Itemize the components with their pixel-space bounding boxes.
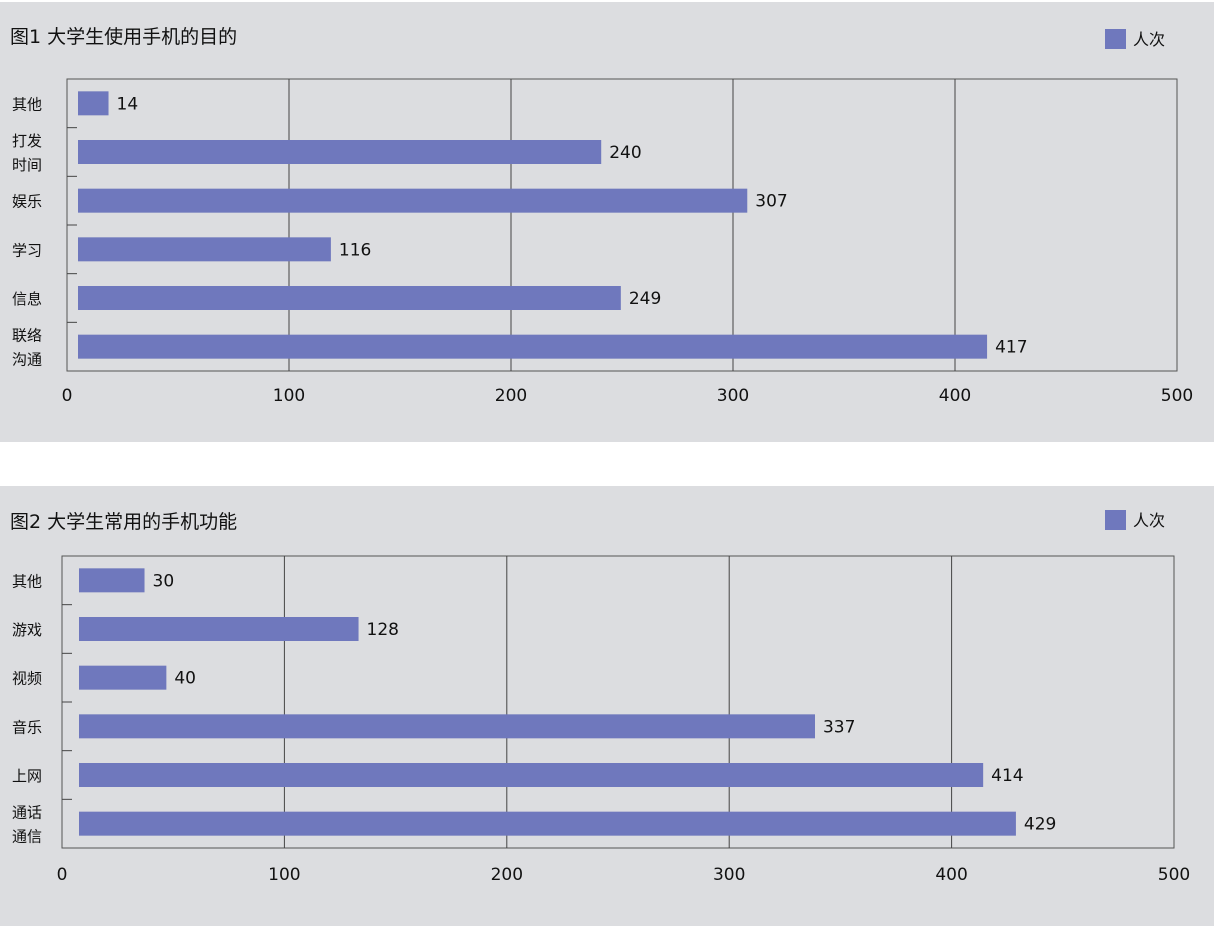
y-category-label-line: 上网: [12, 767, 42, 785]
x-tick-label: 200: [495, 386, 527, 406]
legend-label: 人次: [1133, 30, 1165, 49]
y-category-label-line: 联络: [12, 327, 42, 345]
y-category-label: 上网: [12, 767, 42, 785]
y-category-label-line: 信息: [12, 290, 42, 308]
bar: [79, 617, 359, 641]
y-category-label: 音乐: [12, 718, 42, 736]
x-tick-label: 500: [1158, 865, 1190, 885]
bar: [78, 188, 748, 213]
data-label: 414: [991, 766, 1023, 786]
bar: [79, 714, 815, 739]
data-label: 40: [174, 669, 196, 689]
chart-2: 图2 大学生常用的手机功能 人次 0 100 200 300 400 500 其他 30 游戏 128…: [0, 486, 1214, 926]
data-label: 429: [1024, 815, 1056, 835]
data-label: 307: [755, 192, 787, 212]
x-tick-label: 100: [268, 865, 300, 885]
legend-label: 人次: [1133, 511, 1165, 530]
y-category-label: 视频: [12, 670, 42, 688]
y-category-label-line: 其他: [12, 95, 42, 113]
data-label: 14: [117, 94, 139, 114]
y-category-label-line: 通信: [12, 828, 42, 846]
bar: [78, 237, 331, 262]
data-label: 249: [629, 289, 661, 309]
data-label: 30: [153, 571, 175, 591]
x-tick-label: 300: [717, 386, 749, 406]
chart-background: [0, 2, 1214, 442]
y-category-label-line: 娱乐: [12, 193, 42, 211]
chart-title: 图2 大学生常用的手机功能: [10, 511, 237, 533]
y-category-label: 通话通信: [12, 804, 42, 846]
y-category-label-line: 打发: [12, 132, 42, 150]
y-category-label-line: 通话: [12, 804, 42, 822]
legend-swatch: [1105, 510, 1126, 530]
bar: [79, 763, 984, 787]
bar: [78, 140, 602, 164]
y-category-label-line: 沟通: [12, 351, 42, 369]
chart-1: 图1 大学生使用手机的目的 人次 0 100 200 300 400 500 其他 14 打发时间 2…: [0, 2, 1214, 442]
y-category-label: 学习: [12, 241, 42, 259]
bar: [78, 91, 109, 116]
bar: [79, 665, 167, 690]
data-label: 417: [995, 338, 1027, 358]
y-category-label-line: 时间: [12, 156, 42, 174]
y-category-label-line: 学习: [12, 241, 42, 259]
x-tick-label: 0: [57, 865, 68, 885]
y-category-label: 其他: [12, 95, 42, 113]
x-tick-label: 0: [62, 386, 73, 406]
y-category-label: 娱乐: [12, 193, 42, 211]
y-category-label-line: 音乐: [12, 718, 42, 736]
chart-background: [0, 486, 1214, 926]
y-category-label: 打发时间: [12, 132, 42, 174]
x-tick-label: 400: [939, 386, 971, 406]
y-category-label-line: 视频: [12, 670, 42, 688]
y-category-label-line: 其他: [12, 572, 42, 590]
bar: [78, 334, 988, 359]
data-label: 240: [609, 143, 641, 163]
x-tick-label: 400: [935, 865, 967, 885]
x-tick-label: 100: [273, 386, 305, 406]
x-tick-label: 200: [491, 865, 523, 885]
chart-title: 图1 大学生使用手机的目的: [10, 26, 237, 48]
y-category-label: 联络沟通: [12, 327, 42, 369]
bar: [79, 811, 1016, 836]
x-tick-label: 300: [713, 865, 745, 885]
y-category-label: 游戏: [12, 621, 42, 639]
y-category-label: 其他: [12, 572, 42, 590]
data-label: 116: [339, 240, 371, 260]
data-label: 128: [367, 620, 399, 640]
y-category-label-line: 游戏: [12, 621, 42, 639]
data-label: 337: [823, 717, 855, 737]
bar: [78, 286, 621, 310]
x-tick-label: 500: [1161, 386, 1193, 406]
bar: [79, 568, 145, 593]
legend-swatch: [1105, 29, 1126, 49]
y-category-label: 信息: [12, 290, 42, 308]
